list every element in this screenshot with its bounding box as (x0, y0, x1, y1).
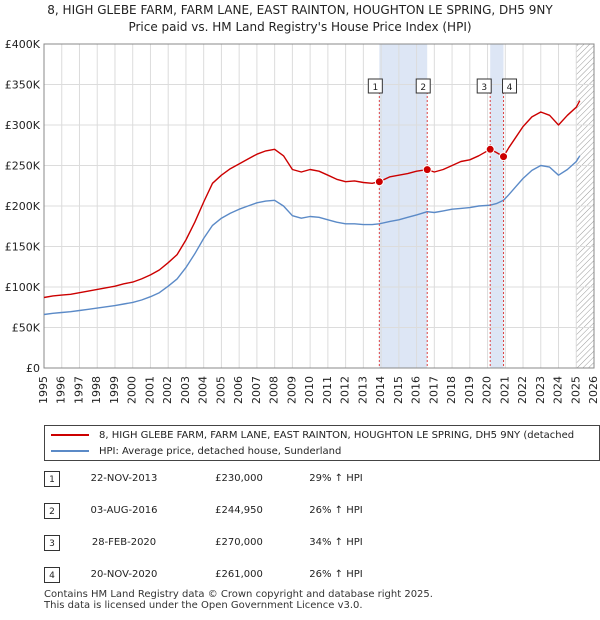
x-tick-label: 2004 (197, 376, 210, 404)
x-tick-label: 2015 (392, 376, 405, 404)
sale-marker-label: 2 (415, 78, 431, 94)
x-tick-label: 2017 (427, 376, 440, 404)
x-tick-label: 2011 (321, 376, 334, 404)
x-tick-label: 2005 (214, 376, 227, 404)
x-tick-label: 2023 (534, 376, 547, 404)
x-tick-label: 2019 (463, 376, 476, 404)
x-tick-label: 1997 (72, 376, 85, 404)
sale-marker-label: 4 (502, 78, 518, 94)
plot-frame (43, 43, 595, 369)
y-tick-label: £150K (5, 241, 41, 254)
x-tick-label: 2022 (516, 376, 529, 404)
sale-marker-box (502, 78, 518, 94)
sale-hpi-change: 29% ↑ HPI (309, 473, 363, 484)
x-tick-label: 2020 (481, 376, 494, 404)
chart-title: 8, HIGH GLEBE FARM, FARM LANE, EAST RAIN… (0, 2, 600, 36)
title-line-1: 8, HIGH GLEBE FARM, FARM LANE, EAST RAIN… (47, 3, 553, 17)
sale-marker-box (476, 78, 492, 94)
sale-marker-number: 2 (420, 83, 426, 93)
x-tick-label: 2010 (303, 376, 316, 404)
legend-item-property: 8, HIGH GLEBE FARM, FARM LANE, EAST RAIN… (51, 428, 574, 444)
x-tick-label: 2006 (232, 376, 245, 404)
x-tick-label: 2025 (569, 376, 582, 404)
price-chart: 1995 1996 1997 1998 1999 2000 2001 2002 2003 2004… (5, 38, 600, 404)
x-tick-label: 2000 (126, 376, 139, 404)
sale-number-badge: 1 (44, 471, 60, 487)
legend-label-hpi: HPI: Average price, detached house, Sund… (99, 446, 342, 457)
x-tick-label: 2012 (339, 376, 352, 404)
sale-marker-number: 1 (372, 83, 378, 93)
sale-price: £261,000 (215, 569, 263, 580)
x-tick-label: 2003 (179, 376, 192, 404)
sale-date: 03-AUG-2016 (90, 505, 158, 516)
sale-price: £230,000 (215, 473, 263, 484)
sale-point (374, 177, 384, 187)
table-row: 2 03-AUG-2016 £244,950 26% ↑ HPI (44, 503, 464, 521)
x-tick-label: 2009 (285, 376, 298, 404)
footer-copyright: Contains HM Land Registry data © Crown c… (44, 589, 433, 600)
sale-point (499, 152, 509, 162)
sale-marker-label: 1 (367, 78, 383, 94)
sale-date: 20-NOV-2020 (90, 569, 158, 580)
hpi-line (43, 155, 581, 316)
table-row: 3 28-FEB-2020 £270,000 34% ↑ HPI (44, 535, 464, 553)
y-tick-label: £100K (5, 281, 41, 294)
sale-marker-box (415, 78, 431, 94)
legend-swatch-hpi (51, 450, 89, 452)
footer: Contains HM Land Registry data © Crown c… (44, 589, 433, 611)
y-tick-label: £350K (5, 79, 41, 92)
sale-point (485, 144, 495, 154)
sale-hpi-change: 26% ↑ HPI (309, 569, 363, 580)
x-tick-label: 1998 (90, 376, 103, 404)
x-tick-label: 2021 (498, 376, 511, 404)
x-tick-label: 1995 (37, 376, 50, 404)
sale-number-badge: 4 (44, 567, 60, 583)
y-tick-label: £50K (12, 322, 41, 335)
sale-price: £244,950 (215, 505, 263, 516)
y-tick-label: £300K (5, 119, 41, 132)
sale-marker-box (367, 78, 383, 94)
x-tick-label: 1999 (108, 376, 121, 404)
sale-hpi-change: 26% ↑ HPI (309, 505, 363, 516)
y-tick-label: £400K (5, 38, 41, 51)
footer-licence: This data is licensed under the Open Gov… (44, 600, 363, 611)
y-tick-label: £200K (5, 200, 41, 213)
x-tick-label: 2024 (552, 376, 565, 404)
table-row: 1 22-NOV-2013 £230,000 29% ↑ HPI (44, 471, 464, 489)
legend-label-property: 8, HIGH GLEBE FARM, FARM LANE, EAST RAIN… (99, 430, 575, 441)
x-tick-label: 2013 (356, 376, 369, 404)
sale-date: 28-FEB-2020 (91, 537, 157, 548)
title-line-2: Price paid vs. HM Land Registry's House … (128, 20, 472, 34)
sale-point (422, 165, 432, 175)
x-tick-label: 2014 (374, 376, 387, 404)
sale-date: 22-NOV-2013 (90, 473, 158, 484)
y-tick-label: £250K (5, 160, 41, 173)
x-tick-label: 2002 (161, 376, 174, 404)
sale-number-badge: 3 (44, 535, 60, 551)
y-tick-label: £0 (26, 362, 40, 375)
sale-hpi-change: 34% ↑ HPI (309, 537, 363, 548)
x-tick-label: 1996 (55, 376, 68, 404)
x-tick-label: 2016 (410, 376, 423, 404)
sale-price: £270,000 (215, 537, 263, 548)
sale-marker-label: 3 (476, 78, 492, 94)
sale-marker-number: 4 (507, 83, 513, 93)
x-tick-label: 2008 (268, 376, 281, 404)
sale-marker-number: 3 (481, 83, 487, 93)
x-tick-label: 2026 (587, 376, 600, 404)
x-tick-label: 2007 (250, 376, 263, 404)
sale-number-badge: 2 (44, 503, 60, 519)
x-tick-label: 2018 (445, 376, 458, 404)
table-row: 4 20-NOV-2020 £261,000 26% ↑ HPI (44, 567, 464, 585)
legend-item-hpi: HPI: Average price, detached house, Sund… (51, 444, 341, 460)
x-tick-label: 2001 (143, 376, 156, 404)
legend: 8, HIGH GLEBE FARM, FARM LANE, EAST RAIN… (44, 425, 600, 461)
legend-swatch-property (51, 434, 89, 436)
